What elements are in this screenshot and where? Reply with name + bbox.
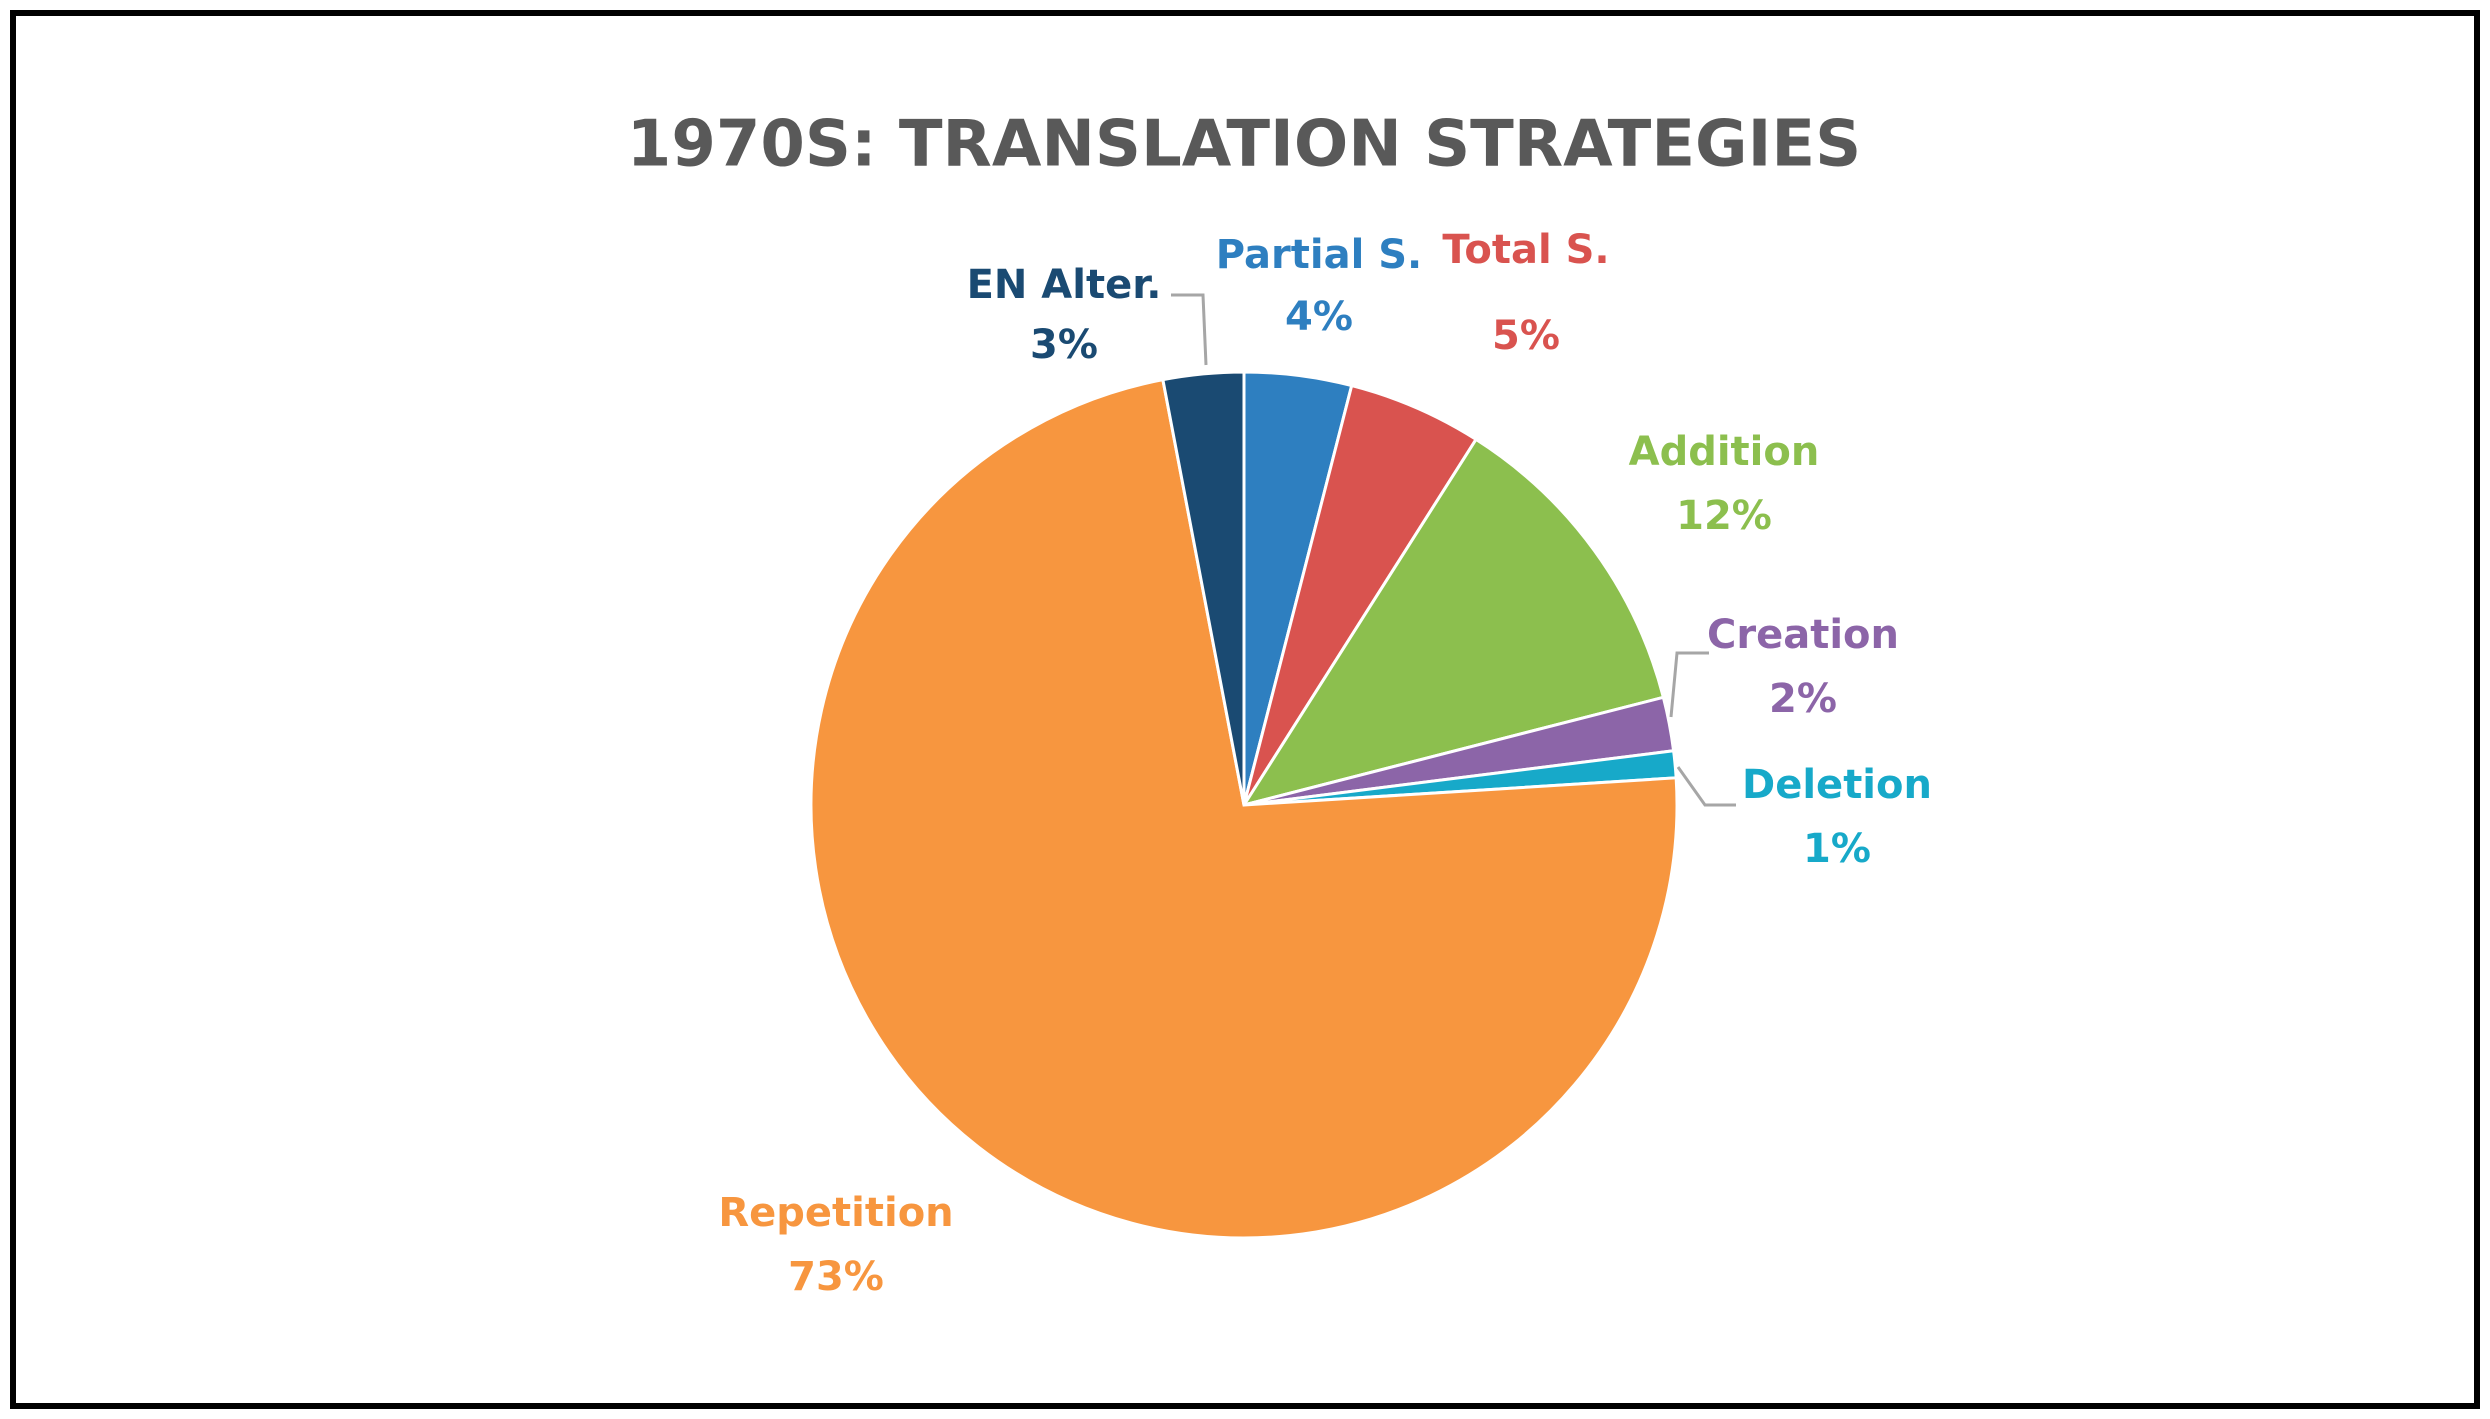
leader-line: [1171, 293, 1208, 366]
slice-name: Total S.: [1442, 227, 1609, 273]
slice-name: Creation: [1707, 612, 1899, 658]
slice-value: 12%: [1676, 493, 1772, 539]
pie-slice: [1240, 437, 1666, 808]
slice-value: 73%: [788, 1254, 884, 1300]
leader-line: [1669, 651, 1709, 718]
slice-value: 4%: [1285, 294, 1353, 340]
slice-value: 2%: [1769, 676, 1837, 722]
chart-title: 1970S: TRANSLATION STRATEGIES: [627, 108, 1861, 182]
pie-slice: [809, 377, 1679, 1240]
slice-name: Partial S.: [1216, 232, 1422, 278]
leader-line: [1676, 766, 1736, 807]
slice-name: Repetition: [718, 1190, 953, 1236]
pie-slice: [1161, 370, 1246, 806]
slice-value: 3%: [1030, 322, 1098, 368]
slice-value: 1%: [1803, 826, 1871, 872]
slice-value: 5%: [1492, 313, 1560, 359]
slice-name: Deletion: [1742, 762, 1932, 808]
slice-name: Addition: [1629, 429, 1820, 475]
slice-name: EN Alter.: [967, 262, 1162, 308]
